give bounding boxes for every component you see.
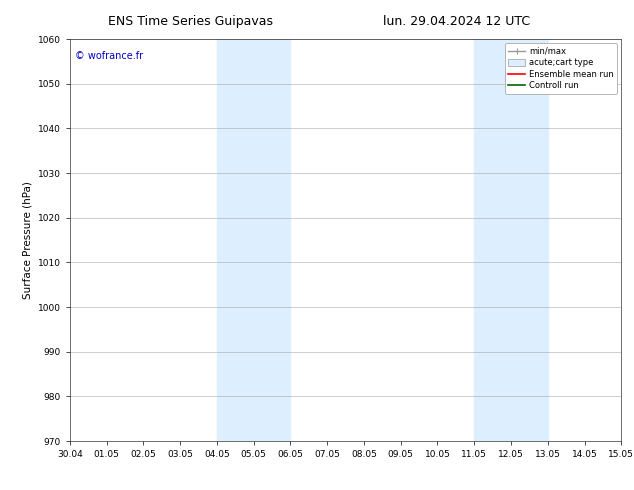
Text: © wofrance.fr: © wofrance.fr [75,51,143,61]
Text: lun. 29.04.2024 12 UTC: lun. 29.04.2024 12 UTC [383,15,530,28]
Text: ENS Time Series Guipavas: ENS Time Series Guipavas [108,15,273,28]
Y-axis label: Surface Pressure (hPa): Surface Pressure (hPa) [22,181,32,299]
Legend: min/max, acute;cart type, Ensemble mean run, Controll run: min/max, acute;cart type, Ensemble mean … [505,44,617,94]
Bar [217,39,290,441]
Bar [474,39,548,441]
